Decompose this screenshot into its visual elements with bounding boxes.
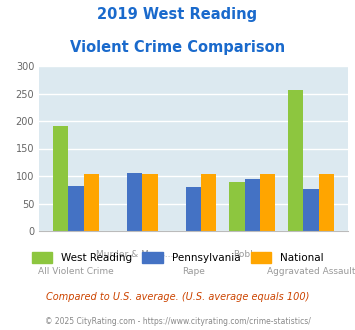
Bar — [303, 189, 318, 231]
Bar — [84, 174, 99, 231]
Text: Rape: Rape — [182, 267, 205, 276]
Text: Murder & Mans...: Murder & Mans... — [96, 250, 174, 259]
Text: Violent Crime Comparison: Violent Crime Comparison — [70, 40, 285, 54]
Text: Aggravated Assault: Aggravated Assault — [267, 267, 355, 276]
Bar — [229, 182, 245, 231]
Text: Robbery: Robbery — [233, 250, 271, 259]
Text: All Violent Crime: All Violent Crime — [38, 267, 114, 276]
Bar — [69, 186, 84, 231]
Bar — [142, 174, 158, 231]
Bar — [127, 173, 142, 231]
Bar — [245, 179, 260, 231]
Bar — [318, 174, 334, 231]
Bar — [53, 126, 69, 231]
Text: © 2025 CityRating.com - https://www.cityrating.com/crime-statistics/: © 2025 CityRating.com - https://www.city… — [45, 317, 310, 326]
Bar — [186, 187, 201, 231]
Text: 2019 West Reading: 2019 West Reading — [97, 7, 258, 21]
Bar — [201, 174, 217, 231]
Bar — [288, 90, 303, 231]
Text: Compared to U.S. average. (U.S. average equals 100): Compared to U.S. average. (U.S. average … — [46, 292, 309, 302]
Legend: West Reading, Pennsylvania, National: West Reading, Pennsylvania, National — [27, 248, 328, 267]
Bar — [260, 174, 275, 231]
